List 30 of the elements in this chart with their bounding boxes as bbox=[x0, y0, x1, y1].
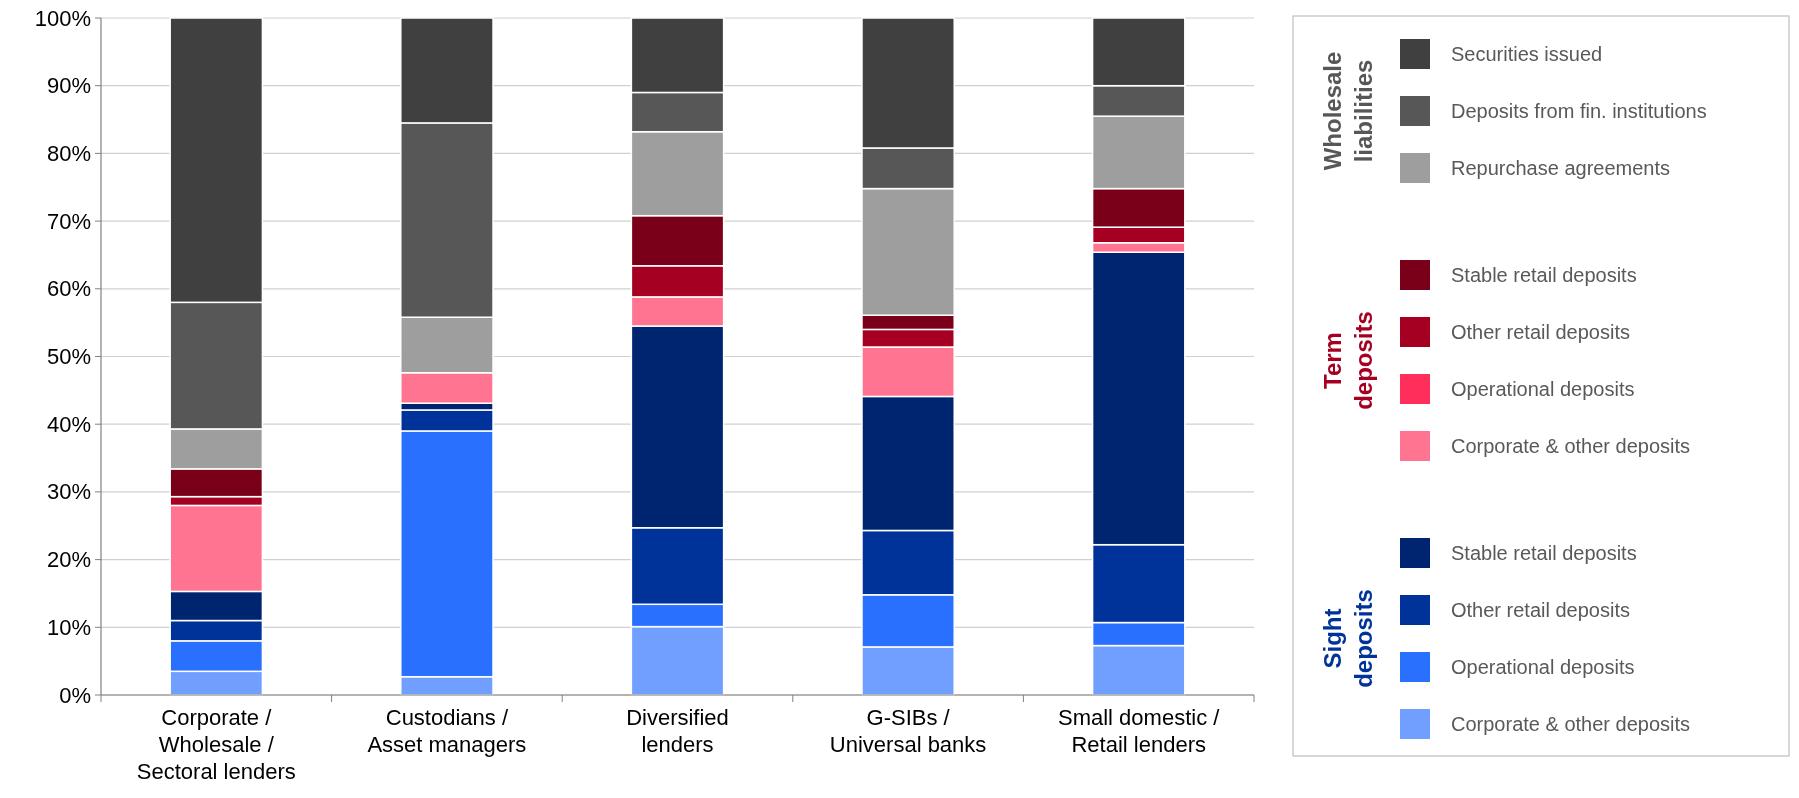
x-tick-label: Corporate / Wholesale / Sectoral lenders bbox=[136, 705, 296, 784]
legend-label: Securities issued bbox=[1451, 43, 1603, 65]
legend-label: Corporate & other deposits bbox=[1451, 435, 1691, 457]
y-tick-label: 0% bbox=[59, 682, 91, 708]
legend-label: Other retail deposits bbox=[1451, 321, 1630, 343]
legend-label: Other retail deposits bbox=[1451, 599, 1630, 621]
legend-label: Stable retail deposits bbox=[1451, 542, 1637, 564]
legend-label: Corporate & other deposits bbox=[1451, 713, 1691, 735]
legend-label: Operational deposits bbox=[1451, 378, 1635, 400]
text: Term deposits bbox=[1319, 311, 1377, 410]
legend-label: Stable retail deposits bbox=[1451, 264, 1637, 286]
x-tick-label: Small domestic / Retail lenders bbox=[1058, 705, 1221, 757]
x-tick-label: G-SIBs / Universal banks bbox=[829, 705, 987, 757]
y-tick-label: 10% bbox=[46, 614, 91, 640]
legend-label: Repurchase agreements bbox=[1451, 157, 1671, 179]
y-tick-label: 70% bbox=[46, 208, 91, 234]
y-tick-label: 80% bbox=[46, 140, 91, 166]
x-tick-label: Custodians / Asset managers bbox=[367, 705, 527, 757]
y-tick-label: 60% bbox=[46, 276, 91, 302]
y-tick-label: 30% bbox=[46, 479, 91, 505]
text: Wholesale liabilities bbox=[1319, 51, 1377, 171]
y-tick-label: 20% bbox=[46, 547, 91, 573]
y-tick-label: 50% bbox=[46, 344, 91, 369]
y-tick-label: 100% bbox=[34, 5, 91, 31]
x-tick-label: Diversified lenders bbox=[626, 705, 729, 757]
legend-label: Operational deposits bbox=[1451, 656, 1635, 678]
y-tick-label: 90% bbox=[46, 73, 91, 99]
y-tick-label: 40% bbox=[46, 411, 91, 437]
text: Sight deposits bbox=[1319, 589, 1377, 688]
legend-label: Deposits from fin. institutions bbox=[1451, 100, 1707, 122]
